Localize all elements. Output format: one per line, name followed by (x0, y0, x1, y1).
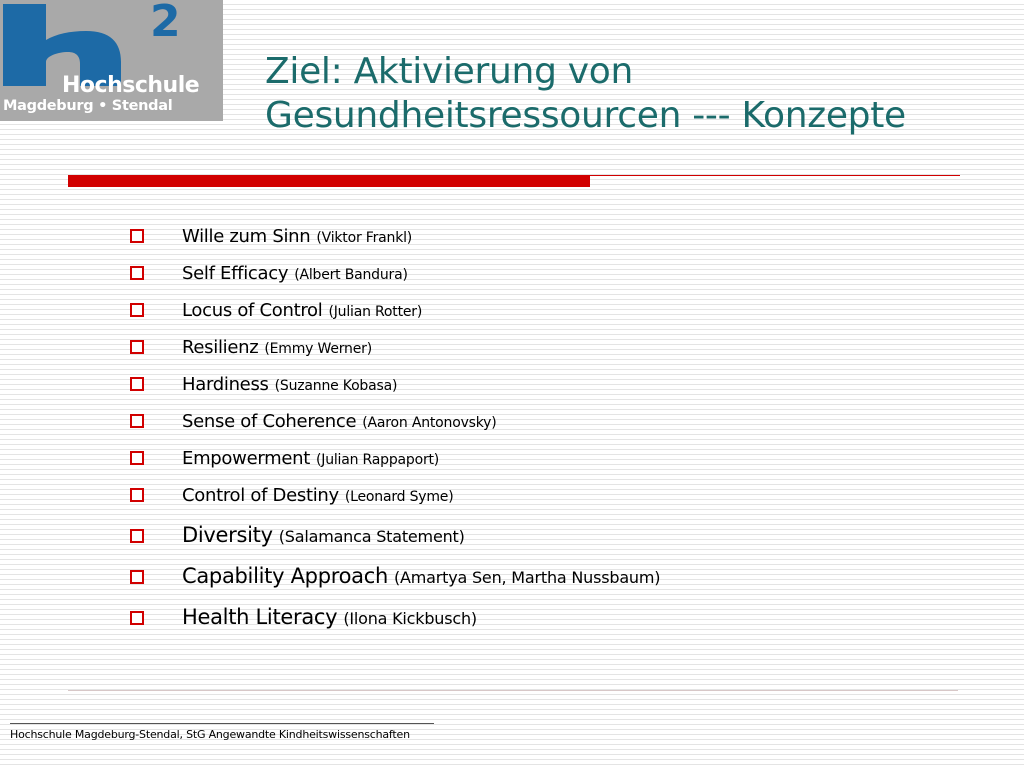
slide-title: Ziel: Aktivierung von Gesundheitsressour… (265, 50, 1005, 138)
list-item: Control of Destiny (Leonard Syme) (130, 481, 990, 518)
logo-h2-mark: 2 (3, 0, 181, 86)
concept-author: (Albert Bandura) (294, 267, 408, 283)
concept-name: Self Efficacy (182, 263, 289, 284)
list-item: Diversity (Salamanca Statement) (130, 518, 990, 559)
concept-name: Resilienz (182, 337, 259, 358)
concept-name: Diversity (182, 523, 273, 547)
concept-name: Hardiness (182, 374, 269, 395)
university-logo: 2 Hochschule Magdeburg • Stendal (0, 0, 223, 121)
footer-text: Hochschule Magdeburg-Stendal, StG Angewa… (10, 728, 410, 741)
list-item: Hardiness (Suzanne Kobasa) (130, 370, 990, 407)
concept-name: Wille zum Sinn (182, 226, 311, 247)
concept-author: (Emmy Werner) (264, 341, 372, 357)
concept-name: Control of Destiny (182, 485, 339, 506)
list-item: Sense of Coherence (Aaron Antonovsky) (130, 407, 990, 444)
concept-author: (Ilona Kickbusch) (343, 609, 477, 628)
list-item: Locus of Control (Julian Rotter) (130, 296, 990, 333)
concept-author: (Julian Rotter) (328, 304, 423, 320)
concept-name: Sense of Coherence (182, 411, 357, 432)
hollow-square-icon (130, 377, 144, 391)
hollow-square-icon (130, 611, 144, 625)
concept-name: Empowerment (182, 448, 310, 469)
hollow-square-icon (130, 488, 144, 502)
concept-list: Wille zum Sinn (Viktor Frankl) Self Effi… (130, 222, 990, 641)
concept-author: (Julian Rappaport) (316, 452, 440, 468)
concept-name: Locus of Control (182, 300, 323, 321)
svg-text:2: 2 (150, 0, 181, 47)
concept-author: (Suzanne Kobasa) (274, 378, 398, 394)
list-item: Resilienz (Emmy Werner) (130, 333, 990, 370)
concept-author: (Leonard Syme) (344, 489, 454, 505)
list-item: Empowerment (Julian Rappaport) (130, 444, 990, 481)
concept-name: Health Literacy (182, 605, 338, 629)
hollow-square-icon (130, 266, 144, 280)
concept-author: (Viktor Frankl) (316, 230, 413, 246)
logo-text-hochschule: Hochschule (62, 73, 200, 98)
list-item: Health Literacy (Ilona Kickbusch) (130, 600, 990, 641)
concept-author: (Amartya Sen, Martha Nussbaum) (393, 568, 661, 587)
concept-name: Capability Approach (182, 564, 388, 588)
hollow-square-icon (130, 570, 144, 584)
hollow-square-icon (130, 340, 144, 354)
concept-author: (Aaron Antonovsky) (362, 415, 497, 431)
slide-title-line2: Gesundheitsressourcen --- Konzepte (265, 95, 906, 136)
concept-author: (Salamanca Statement) (278, 527, 465, 546)
hollow-square-icon (130, 414, 144, 428)
list-item: Capability Approach (Amartya Sen, Martha… (130, 559, 990, 600)
list-item: Self Efficacy (Albert Bandura) (130, 259, 990, 296)
logo-text-location: Magdeburg • Stendal (3, 98, 173, 114)
slide-title-line1: Ziel: Aktivierung von (265, 51, 634, 92)
hollow-square-icon (130, 229, 144, 243)
hollow-square-icon (130, 529, 144, 543)
list-item: Wille zum Sinn (Viktor Frankl) (130, 222, 990, 259)
bottom-divider (68, 690, 958, 691)
hollow-square-icon (130, 451, 144, 465)
footer-rule (10, 723, 434, 724)
title-divider-line (590, 175, 960, 176)
title-divider-bar (68, 175, 590, 187)
hollow-square-icon (130, 303, 144, 317)
